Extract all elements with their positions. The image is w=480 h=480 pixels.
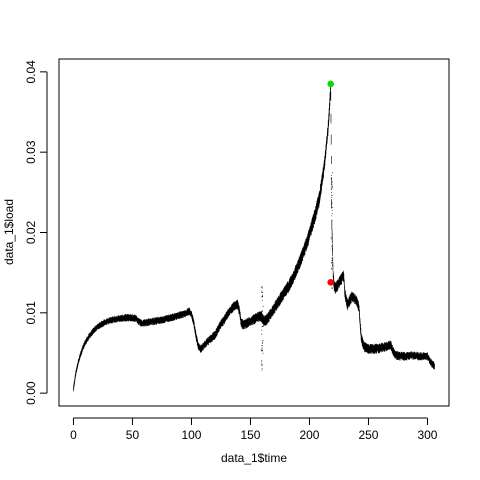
x-tick-label: 250 — [358, 428, 378, 442]
y-axis-label: data_1$load — [2, 199, 16, 265]
x-tick-label: 150 — [240, 428, 260, 442]
load-series-band — [73, 80, 435, 392]
x-tick-label: 50 — [126, 428, 140, 442]
load-spike — [330, 172, 333, 290]
x-tick-label: 0 — [70, 428, 77, 442]
x-tick-label: 200 — [299, 428, 319, 442]
load-spike — [261, 285, 264, 371]
y-tick-label: 0.01 — [24, 301, 38, 325]
x-tick-label: 300 — [417, 428, 437, 442]
marked-load-point — [327, 279, 335, 286]
max-load-point — [327, 80, 335, 88]
plot-frame — [58, 58, 450, 407]
x-tick-label: 100 — [181, 428, 201, 442]
y-tick-label: 0.02 — [24, 220, 38, 244]
y-tick-label: 0.03 — [24, 140, 38, 164]
y-tick-label: 0.00 — [24, 381, 38, 405]
data-layer — [73, 80, 435, 392]
y-axis: 0.00 0.01 0.02 0.03 0.04 — [24, 60, 48, 405]
x-axis-label: data_1$time — [221, 451, 287, 465]
y-tick-label: 0.04 — [24, 60, 38, 84]
x-axis: 0 50 100 150 200 250 300 — [70, 417, 438, 442]
